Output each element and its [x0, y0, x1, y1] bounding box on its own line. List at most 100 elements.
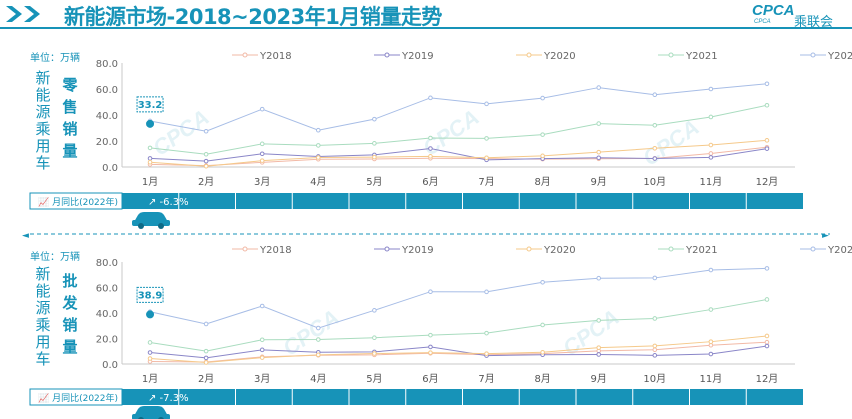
legend-label: Y2022: [827, 245, 852, 256]
x-tick-label: 7月: [478, 176, 494, 188]
data-point-Y2020: [147, 159, 153, 165]
legend-label: Y2021: [685, 245, 718, 256]
cpca-logo-small: CPCA: [754, 19, 771, 25]
data-label-box: [136, 286, 164, 303]
data-point-Y2021: [652, 122, 658, 128]
x-tick-label: 3月: [254, 176, 270, 188]
data-point-Y2022: [540, 279, 545, 285]
legend-label: Y2019: [401, 245, 434, 256]
data-label: 38.9: [138, 290, 163, 301]
car-icon: [132, 406, 170, 419]
data-point-Y2023: [146, 119, 155, 128]
data-point-Y2019: [764, 343, 770, 349]
legend-label: Y2020: [543, 245, 576, 256]
data-point-Y2020: [652, 343, 658, 349]
data-point-Y2019: [428, 344, 433, 350]
x-tick-label: 4月: [310, 176, 326, 188]
data-point-Y2022: [540, 95, 545, 101]
data-point-Y2020: [708, 339, 714, 344]
legend-marker: [810, 52, 816, 58]
data-point-Y2019: [203, 158, 209, 164]
data-point-Y2022: [708, 267, 714, 273]
y-tick-label: 0.0: [102, 360, 118, 371]
car-wheel: [158, 223, 164, 229]
data-point-Y2022: [203, 321, 209, 327]
y-tick-label: 20.0: [96, 137, 118, 148]
legend-marker: [526, 246, 532, 252]
data-point-Y2020: [540, 153, 545, 159]
cpca-logo-text: CPCA: [752, 2, 795, 19]
legend-marker: [242, 52, 248, 58]
data-point-Y2022: [315, 127, 321, 133]
chevron-logo-icon: [6, 6, 40, 22]
y-tick-label: 80.0: [96, 59, 118, 70]
data-point-Y2021: [484, 136, 489, 141]
data-point-Y2019: [596, 155, 602, 161]
x-tick-label: 6月: [422, 176, 438, 188]
data-point-Y2019: [652, 156, 658, 161]
data-point-Y2021: [652, 316, 658, 321]
unit-label-2: 单位：万辆: [30, 252, 80, 263]
mom-value: ↗ -6.3%: [148, 197, 189, 208]
x-tick-label: 6月: [422, 373, 438, 385]
data-point-Y2018: [652, 347, 658, 353]
data-point-Y2020: [259, 158, 265, 163]
x-tick-label: 5月: [366, 176, 382, 188]
data-point-Y2022: [428, 95, 433, 101]
data-point-Y2020: [428, 350, 433, 355]
data-point-Y2019: [428, 146, 433, 151]
data-point-Y2020: [596, 149, 602, 155]
x-tick-label: 5月: [366, 373, 382, 385]
data-point-Y2022: [652, 92, 658, 98]
car-base: [132, 220, 170, 226]
car-icon: [132, 212, 170, 229]
data-point-Y2020: [203, 163, 209, 169]
legend-label: Y2018: [259, 51, 292, 62]
data-point-Y2023: [146, 310, 155, 319]
data-point-Y2022: [764, 266, 770, 271]
data-point-Y2021: [540, 322, 545, 328]
car-body: [134, 212, 168, 222]
data-point-Y2021: [259, 337, 265, 343]
header: 新能源市场-2018~2023年1月销量走势 CPCA 乘联会 CPCA: [0, 0, 852, 30]
header-rule: [0, 27, 852, 29]
mom-label-cell: [29, 388, 123, 406]
arrow-right-icon: ►: [822, 231, 829, 241]
data-point-Y2019: [259, 347, 265, 353]
data-point-Y2022: [315, 325, 321, 331]
data-point-Y2022: [203, 128, 209, 134]
chart-panel-2: 0.0 20.0 40.0 60.0 80.0 1月 2月 3月 4月 5月 6月 7月 8月 9月 10月…: [29, 245, 852, 419]
data-point-Y2022: [484, 101, 489, 107]
series-line-Y2020: [150, 335, 768, 363]
data-point-Y2018: [708, 342, 714, 348]
data-point-Y2020: [259, 355, 265, 360]
data-point-Y2022: [372, 308, 377, 313]
legend-label: Y2020: [543, 51, 576, 62]
x-tick-label: 8月: [534, 373, 550, 385]
x-tick-label: 9月: [591, 176, 607, 188]
data-point-Y2021: [708, 114, 714, 120]
y-tick-label: 0.0: [102, 163, 118, 174]
mom-label-1: 📈 月同比(2022年): [38, 195, 118, 208]
data-point-Y2021: [147, 340, 153, 345]
series-line-Y2022: [149, 83, 768, 132]
series-line-Y2021: [149, 298, 768, 352]
data-point-Y2021: [540, 132, 545, 137]
trend-chart-icon: 📈: [38, 198, 50, 208]
y-tick-label: 40.0: [96, 111, 118, 122]
y-tick-label: 40.0: [96, 309, 118, 320]
data-point-Y2021: [315, 143, 321, 148]
series-line-Y2021: [149, 104, 768, 155]
cpca-logo-sub: 乘联会: [794, 15, 834, 30]
chart-panel-1: 0.0 20.0 40.0 60.0 80.0 1月 2月 3月 4月 5月 6月 7月 8月 9月 10月…: [29, 51, 852, 229]
data-point-Y2021: [484, 330, 489, 336]
data-point-Y2019: [259, 151, 265, 157]
series-line-Y2018: [150, 146, 768, 167]
mom-label-cell: [29, 192, 123, 210]
x-tick-label: 11月: [700, 176, 723, 188]
data-point-Y2019: [652, 353, 658, 358]
data-point-Y2022: [372, 116, 377, 122]
legend-label: Y2021: [685, 51, 718, 62]
data-point-Y2022: [708, 86, 714, 92]
legend-marker: [810, 246, 816, 252]
